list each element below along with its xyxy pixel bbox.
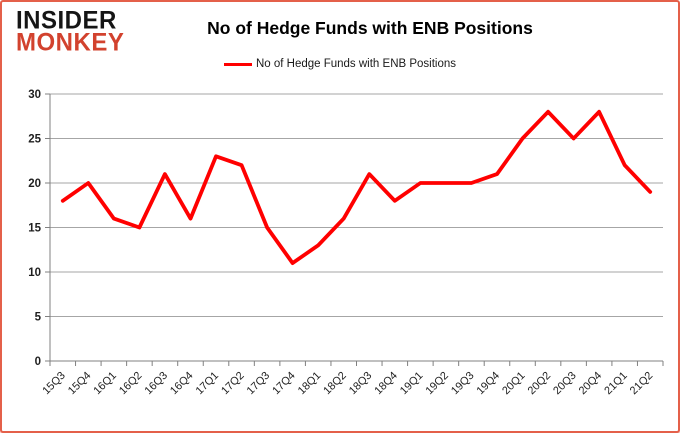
svg-text:17Q1: 17Q1 [194,370,222,398]
svg-text:25: 25 [28,134,41,146]
svg-text:30: 30 [28,89,41,101]
svg-text:15: 15 [28,223,41,235]
chart-title: No of Hedge Funds with ENB Positions [207,18,533,38]
svg-text:0: 0 [35,356,41,368]
svg-text:19Q2: 19Q2 [423,370,451,398]
svg-text:20Q2: 20Q2 [526,370,554,398]
svg-text:19Q1: 19Q1 [398,370,426,398]
svg-text:18Q3: 18Q3 [347,370,375,398]
svg-text:20: 20 [28,178,41,190]
svg-text:18Q4: 18Q4 [372,370,400,398]
svg-text:16Q3: 16Q3 [143,370,171,398]
svg-text:21Q1: 21Q1 [602,370,630,398]
legend-label: No of Hedge Funds with ENB Positions [255,58,457,70]
svg-text:19Q4: 19Q4 [475,370,503,398]
svg-text:20Q3: 20Q3 [551,370,579,398]
svg-text:19Q3: 19Q3 [449,370,477,398]
svg-text:5: 5 [35,312,42,324]
svg-text:17Q3: 17Q3 [245,370,273,398]
svg-text:17Q2: 17Q2 [219,370,247,398]
logo-text-insider: INSIDER [16,6,117,35]
svg-text:18Q2: 18Q2 [321,370,349,398]
svg-text:18Q1: 18Q1 [296,370,324,398]
svg-text:10: 10 [28,267,41,279]
svg-text:15Q4: 15Q4 [66,370,94,398]
svg-text:16Q1: 16Q1 [91,370,119,398]
logo-text-monkey: MONKEY [16,28,125,57]
legend-line-swatch [223,62,252,66]
svg-text:16Q4: 16Q4 [168,370,196,398]
svg-text:20Q1: 20Q1 [500,370,528,398]
svg-text:17Q4: 17Q4 [270,370,298,398]
svg-text:15Q3: 15Q3 [40,370,68,398]
svg-text:16Q2: 16Q2 [117,370,145,398]
svg-text:21Q2: 21Q2 [628,370,656,398]
insider-monkey-logo: INSIDER MONKEY [16,6,146,57]
svg-text:20Q4: 20Q4 [577,370,605,398]
chart-legend: No of Hedge Funds with ENB Positions [2,58,678,70]
